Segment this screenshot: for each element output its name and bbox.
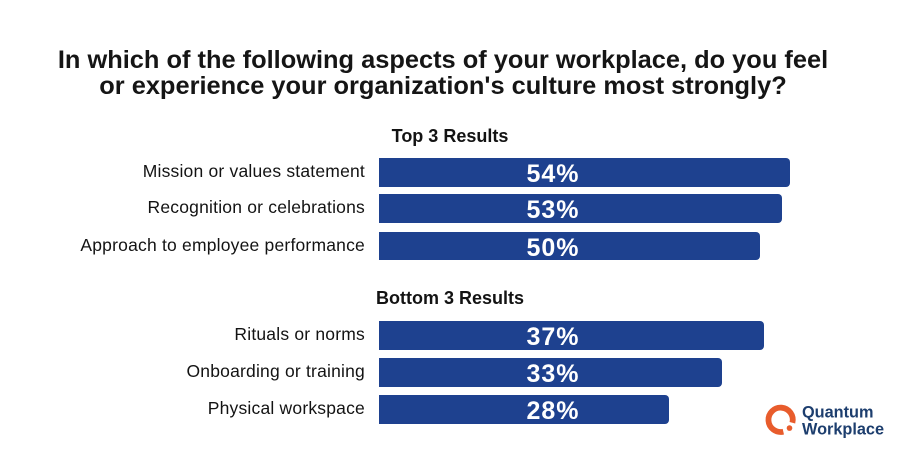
svg-text:Quantum: Quantum [802, 404, 873, 422]
svg-text:Workplace: Workplace [802, 421, 884, 439]
